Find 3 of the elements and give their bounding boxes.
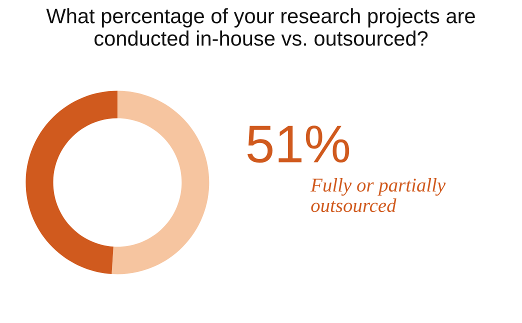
data-label: 51% [247, 126, 350, 163]
chart-title: What percentage of your research projects are conducted in-house vs. outsourced? [46, 8, 475, 46]
slice-label: Fully or partially outsourced [310, 178, 446, 212]
